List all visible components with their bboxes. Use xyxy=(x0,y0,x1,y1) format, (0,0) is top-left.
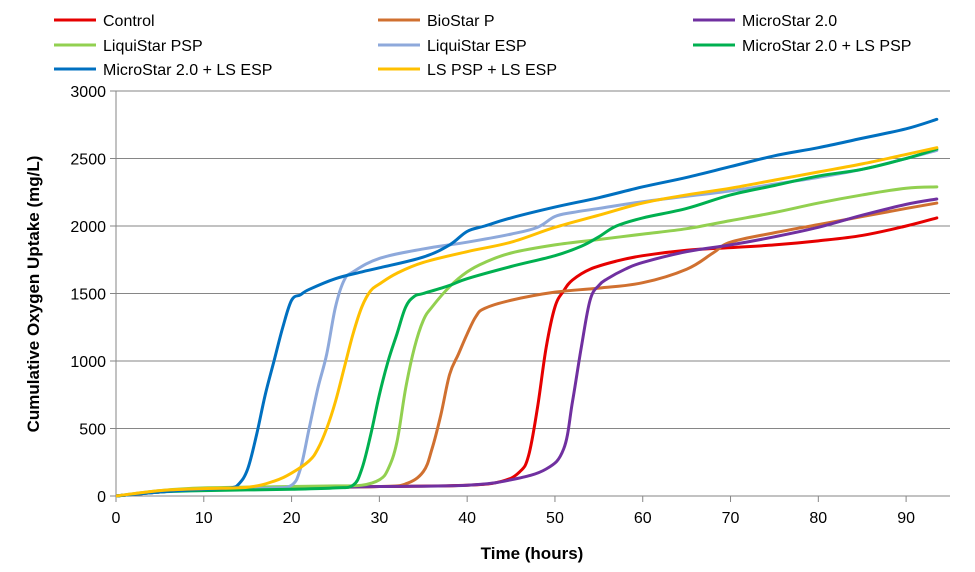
x-tick-label: 10 xyxy=(195,510,213,527)
series-line-microstar-2-0-ls-esp xyxy=(116,117,939,498)
legend-item-liquistar-psp: LiquiStar PSP xyxy=(54,38,203,55)
legend: Control BioStar P MicroStar 2.0 LiquiStar P… xyxy=(54,13,911,79)
legend-label: LiquiStar PSP xyxy=(103,38,203,55)
y-tick-label: 2500 xyxy=(70,152,106,169)
grid-lines xyxy=(116,90,950,429)
x-tick-label: 40 xyxy=(458,510,476,527)
legend-item-ls-psp-ls-esp: LS PSP + LS ESP xyxy=(378,62,557,79)
y-tick-label: 0 xyxy=(97,489,106,506)
x-tick-label: 60 xyxy=(634,510,652,527)
y-tick-label: 2000 xyxy=(70,219,106,236)
y-tick-label: 1000 xyxy=(70,354,106,371)
legend-item-microstar-2-0-ls-esp: MicroStar 2.0 + LS ESP xyxy=(54,62,272,79)
legend-label: BioStar P xyxy=(427,13,495,30)
legend-label: MicroStar 2.0 + LS ESP xyxy=(103,62,272,79)
x-tick-label: 80 xyxy=(809,510,827,527)
legend-item-microstar-2-0-ls-psp: MicroStar 2.0 + LS PSP xyxy=(693,38,911,55)
series-line-microstar-2-0-ls-psp xyxy=(116,147,939,498)
x-axis-title: Time (hours) xyxy=(481,544,584,563)
x-tick-label: 0 xyxy=(112,510,121,527)
x-tick-label: 30 xyxy=(370,510,388,527)
series-lines xyxy=(116,117,939,498)
x-tick-label: 70 xyxy=(722,510,740,527)
x-tick-label: 50 xyxy=(546,510,564,527)
y-tick-label: 1500 xyxy=(70,287,106,304)
legend-item-liquistar-esp: LiquiStar ESP xyxy=(378,38,527,55)
legend-label: MicroStar 2.0 xyxy=(742,13,837,30)
x-tick-label: 20 xyxy=(283,510,301,527)
legend-item-biostar-p: BioStar P xyxy=(378,13,495,30)
series-line-ls-psp-ls-esp xyxy=(116,146,939,498)
series-line-liquistar-esp xyxy=(116,148,939,498)
legend-label: MicroStar 2.0 + LS PSP xyxy=(742,38,911,55)
legend-item-control: Control xyxy=(54,13,155,30)
legend-label: Control xyxy=(103,13,155,30)
y-tick-label: 3000 xyxy=(70,84,106,101)
legend-label: LiquiStar ESP xyxy=(427,38,527,55)
axes: 0 500 1000 1500 2000 2500 3000 0 10 20 30 40 50 60 70 8… xyxy=(70,84,950,527)
x-tick-label: 90 xyxy=(897,510,915,527)
y-tick-label: 500 xyxy=(79,422,106,439)
y-axis-title: Cumulative Oxygen Uptake (mg/L) xyxy=(24,156,43,433)
legend-item-microstar-2-0: MicroStar 2.0 xyxy=(693,13,837,30)
legend-label: LS PSP + LS ESP xyxy=(427,62,557,79)
